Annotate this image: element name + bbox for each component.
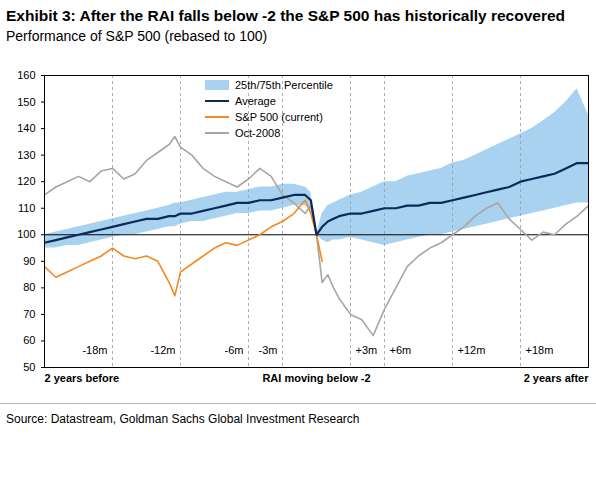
svg-text:80: 80	[23, 281, 35, 293]
svg-text:-6m: -6m	[225, 344, 244, 356]
svg-text:+12m: +12m	[458, 344, 486, 356]
svg-text:90: 90	[23, 255, 35, 267]
svg-text:+6m: +6m	[390, 344, 412, 356]
svg-text:110: 110	[18, 202, 36, 214]
html-text:Source: Datastream, Goldman Sa: Source: Datastream, Goldman Sachs Global…	[6, 412, 360, 426]
svg-text:70: 70	[23, 308, 35, 320]
svg-text:+18m: +18m	[526, 344, 554, 356]
html-text:25th/75th Percentile: 25th/75th Percentile	[235, 79, 333, 91]
svg-text:160: 160	[17, 69, 35, 81]
svg-text:60: 60	[23, 334, 35, 346]
html-text:Average: Average	[235, 95, 276, 107]
svg-text:130: 130	[17, 149, 35, 161]
html-text:Performance of S&P 500 (rebase: Performance of S&P 500 (rebased to 100)	[6, 28, 268, 44]
svg-text:-18m: -18m	[82, 344, 107, 356]
svg-text:150: 150	[17, 96, 35, 108]
svg-text:2 years before: 2 years before	[45, 372, 120, 384]
svg-text:120: 120	[17, 175, 35, 187]
svg-text:RAI moving below -2: RAI moving below -2	[262, 372, 370, 384]
html-text:Oct-2008: Oct-2008	[235, 127, 281, 139]
svg-text:+3m: +3m	[356, 344, 378, 356]
html-text:S&P 500 (current): S&P 500 (current)	[235, 111, 323, 123]
svg-text:-3m: -3m	[259, 344, 278, 356]
svg-text:2 years after: 2 years after	[524, 372, 590, 384]
svg-text:140: 140	[17, 122, 35, 134]
svg-text:50: 50	[23, 361, 35, 373]
html-text:Exhibit 3: After the RAI falls: Exhibit 3: After the RAI falls below -2 …	[6, 7, 565, 24]
svg-text:-12m: -12m	[150, 344, 175, 356]
svg-text:100: 100	[17, 228, 35, 240]
